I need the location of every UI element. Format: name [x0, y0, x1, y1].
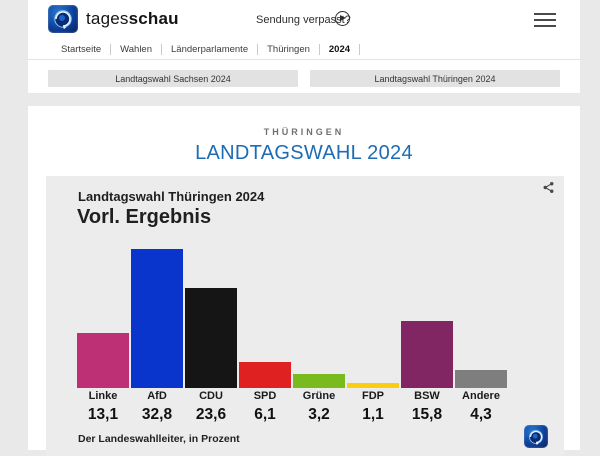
- bar-spd: [239, 362, 291, 388]
- party-value: 32,8: [141, 406, 173, 423]
- main-content: THÜRINGEN LANDTAGSWAHL 2024 Landtagswahl…: [28, 106, 580, 456]
- party-name: Grüne: [302, 390, 336, 402]
- party-name: BSW: [414, 390, 440, 402]
- globe-icon: [529, 429, 543, 445]
- breadcrumb-separator: [257, 44, 259, 55]
- brand-regular: tages: [86, 9, 129, 28]
- share-icon[interactable]: [542, 181, 555, 194]
- bar-label-bsw: BSW 15,8: [401, 390, 453, 424]
- party-value: 23,6: [195, 406, 227, 423]
- bar-grüne: [293, 374, 345, 388]
- party-name: Andere: [462, 390, 500, 402]
- chart-subtitle: Landtagswahl Thüringen 2024: [78, 189, 265, 204]
- sendung-verpasst-link[interactable]: Sendung verpasst?: [256, 14, 351, 26]
- party-value: 1,1: [362, 406, 384, 423]
- bar-chart-labels: Linke 13,1 AfD 32,8 CDU 23,6 SPD 6,1 Grüne 3,2 FDP…: [77, 390, 507, 424]
- bar-label-cdu: CDU 23,6: [185, 390, 237, 424]
- bar-label-afd: AfD 32,8: [131, 390, 183, 424]
- breadcrumb-separator: [110, 44, 112, 55]
- breadcrumb-laenderparlamente[interactable]: Länderparlamente: [171, 44, 249, 55]
- bar-linke: [77, 332, 129, 388]
- chart-title: Vorl. Ergebnis: [77, 206, 212, 228]
- party-value: 3,2: [308, 406, 330, 423]
- play-icon[interactable]: [335, 11, 350, 26]
- party-name: SPD: [253, 390, 277, 402]
- bar-label-linke: Linke 13,1: [77, 390, 129, 424]
- breadcrumb-separator: [359, 44, 361, 55]
- page-column: tagesschau Sendung verpasst? Startseite …: [28, 0, 580, 456]
- party-value: 15,8: [411, 406, 443, 423]
- breadcrumb-2024[interactable]: 2024: [328, 44, 351, 55]
- top-bar: tagesschau Sendung verpasst?: [28, 0, 580, 40]
- brand-bold: schau: [128, 9, 179, 28]
- bar-label-fdp: FDP 1,1: [347, 390, 399, 424]
- bar-fdp: [347, 383, 399, 388]
- bar-chart-bars: [77, 248, 507, 388]
- party-value: 6,1: [254, 406, 276, 423]
- brand-wordmark[interactable]: tagesschau: [86, 9, 179, 29]
- button-landtagswahl-thueringen-2024[interactable]: Landtagswahl Thüringen 2024: [310, 70, 560, 87]
- breadcrumb-wahlen[interactable]: Wahlen: [120, 44, 152, 55]
- party-name: CDU: [199, 390, 223, 402]
- party-value: 4,3: [470, 406, 492, 423]
- quick-links-row: Landtagswahl Sachsen 2024 Landtagswahl T…: [28, 60, 580, 87]
- chart-source: Der Landeswahlleiter, in Prozent: [78, 433, 240, 445]
- election-chart-card: Landtagswahl Thüringen 2024 Vorl. Ergebn…: [46, 176, 564, 456]
- bar-cdu: [185, 287, 237, 388]
- tagesschau-logo-watermark-icon: [524, 425, 548, 448]
- party-name: Linke: [88, 390, 118, 402]
- page-kicker: THÜRINGEN: [263, 127, 345, 137]
- breadcrumb-separator: [318, 44, 320, 55]
- breadcrumb: Startseite Wahlen Länderparlamente Thüri…: [28, 40, 580, 60]
- site-header: tagesschau Sendung verpasst? Startseite …: [28, 0, 580, 93]
- party-name: AfD: [147, 390, 167, 402]
- breadcrumb-separator: [161, 44, 162, 55]
- menu-hamburger-icon[interactable]: [534, 13, 556, 28]
- page-title: LANDTAGSWAHL 2024: [195, 142, 413, 164]
- bar-label-spd: SPD 6,1: [239, 390, 291, 424]
- tagesschau-logo-icon[interactable]: [48, 5, 78, 33]
- breadcrumb-thueringen[interactable]: Thüringen: [267, 44, 310, 55]
- bar-afd: [131, 248, 183, 388]
- bar-andere: [455, 369, 507, 388]
- bar-bsw: [401, 321, 453, 388]
- bar-label-andere: Andere 4,3: [455, 390, 507, 424]
- party-name: FDP: [362, 390, 384, 402]
- party-value: 13,1: [87, 406, 119, 423]
- button-landtagswahl-sachsen-2024[interactable]: Landtagswahl Sachsen 2024: [48, 70, 298, 87]
- breadcrumb-startseite[interactable]: Startseite: [61, 44, 102, 55]
- bar-label-grüne: Grüne 3,2: [293, 390, 345, 424]
- globe-icon: [54, 10, 72, 30]
